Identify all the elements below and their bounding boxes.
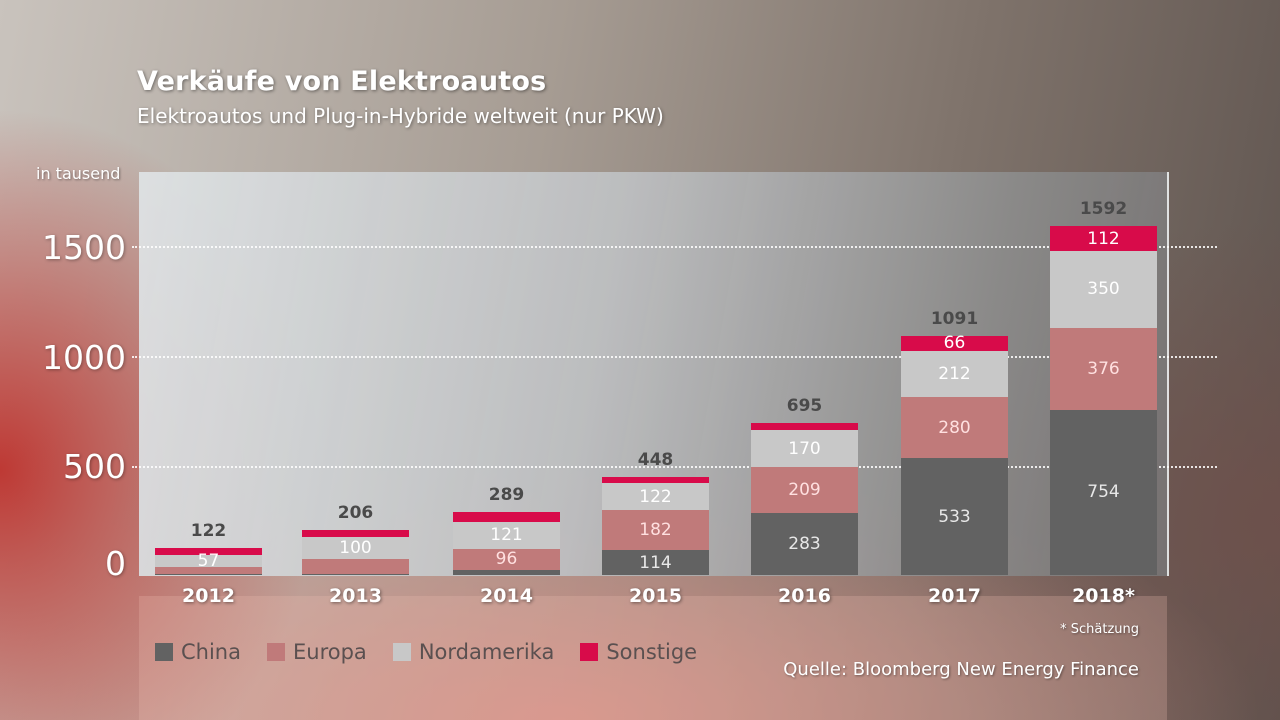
x-axis-label: 2017 xyxy=(928,585,981,607)
legend-item-china: China xyxy=(155,640,241,664)
bar-segment-europa xyxy=(155,567,262,574)
legend: China Europa Nordamerika Sonstige xyxy=(155,640,723,664)
legend-swatch-europa xyxy=(267,643,285,661)
chart-subtitle: Elektroautos und Plug-in-Hybride weltwei… xyxy=(137,104,664,128)
bar-segment-sonstige: 66 xyxy=(901,333,1008,353)
x-axis-label: 2013 xyxy=(329,585,382,607)
gridline-1500 xyxy=(132,246,1217,248)
legend-item-sonstige: Sonstige xyxy=(580,640,697,664)
y-tick-1500: 1500 xyxy=(42,228,126,267)
y-tick-500: 500 xyxy=(63,447,126,486)
bar-segment-europa: 182 xyxy=(602,510,709,551)
y-axis-unit-label: in tausend xyxy=(36,164,121,183)
gridline-500 xyxy=(132,466,1217,468)
bar-segment-china: 754 xyxy=(1050,409,1157,575)
bar-segment-china: 283 xyxy=(751,513,858,575)
bar-segment-nordamerika: 350 xyxy=(1050,250,1157,328)
bar-2017: 533 280 212 66 xyxy=(901,333,1008,575)
chart-bottom-panel xyxy=(139,596,1167,720)
bar-total-label: 289 xyxy=(488,484,525,505)
bar-segment-nordamerika: 212 xyxy=(901,350,1008,397)
bar-segment-nordamerika: 121 xyxy=(453,522,560,549)
bar-total-label: 122 xyxy=(190,521,227,542)
bar-segment-china xyxy=(453,569,560,575)
bar-segment-europa: 280 xyxy=(901,396,1008,459)
bar-segment-sonstige xyxy=(155,548,262,555)
legend-label-europa: Europa xyxy=(293,640,367,664)
x-axis-label: 2015 xyxy=(629,585,682,607)
gridline-1000 xyxy=(132,356,1217,358)
bar-2016: 283 209 170 xyxy=(751,422,858,575)
x-axis-label: 2012 xyxy=(182,585,235,607)
x-axis-label: 2014 xyxy=(480,585,533,607)
bar-segment-china: 533 xyxy=(901,458,1008,575)
bar-segment-sonstige xyxy=(453,511,560,523)
bar-total-label: 448 xyxy=(637,449,674,470)
bar-total-label: 206 xyxy=(337,502,374,523)
bar-segment-nordamerika: 122 xyxy=(602,483,709,511)
bar-segment-china: 114 xyxy=(602,550,709,575)
bar-segment-europa: 376 xyxy=(1050,327,1157,410)
legend-label-sonstige: Sonstige xyxy=(606,640,698,664)
bar-segment-sonstige xyxy=(751,422,858,431)
bar-segment-sonstige xyxy=(302,529,409,537)
x-axis-label: 2018* xyxy=(1072,585,1135,607)
y-tick-1000: 1000 xyxy=(42,338,126,377)
bar-2018: 754 376 350 112 xyxy=(1050,226,1157,575)
legend-swatch-sonstige xyxy=(580,643,599,661)
chart-title: Verkäufe von Elektroautos xyxy=(137,66,547,97)
bar-segment-europa: 96 xyxy=(453,548,560,570)
source-credit: Quelle: Bloomberg New Energy Finance xyxy=(783,659,1139,680)
bar-2015: 114 182 122 xyxy=(602,476,709,575)
x-axis-label: 2016 xyxy=(778,585,831,607)
bar-2013: 100 xyxy=(302,529,409,575)
bar-total-label: 695 xyxy=(786,395,823,416)
legend-swatch-nordamerika xyxy=(392,643,411,661)
bar-segment-china xyxy=(155,573,262,575)
bar-segment-europa xyxy=(302,558,409,575)
bar-segment-sonstige xyxy=(602,476,709,484)
bar-segment-china xyxy=(302,574,409,575)
bar-total-label: 1091 xyxy=(930,309,979,330)
bar-segment-nordamerika: 170 xyxy=(751,430,858,468)
legend-item-nordamerika: Nordamerika xyxy=(392,640,555,664)
bar-total-label: 1592 xyxy=(1079,199,1128,220)
estimate-footnote: * Schätzung xyxy=(1060,622,1139,637)
bar-segment-nordamerika: 100 xyxy=(302,536,409,559)
bar-segment-nordamerika: 57 xyxy=(155,551,262,571)
legend-item-europa: Europa xyxy=(267,640,367,664)
legend-swatch-china xyxy=(155,643,173,661)
bar-segment-sonstige: 112 xyxy=(1050,226,1157,251)
y-tick-0: 0 xyxy=(105,544,126,583)
legend-label-nordamerika: Nordamerika xyxy=(418,640,555,664)
legend-label-china: China xyxy=(181,640,241,664)
bar-2012: 57 xyxy=(155,548,262,575)
bar-segment-europa: 209 xyxy=(751,467,858,514)
bar-2014: 96 121 xyxy=(453,511,560,575)
